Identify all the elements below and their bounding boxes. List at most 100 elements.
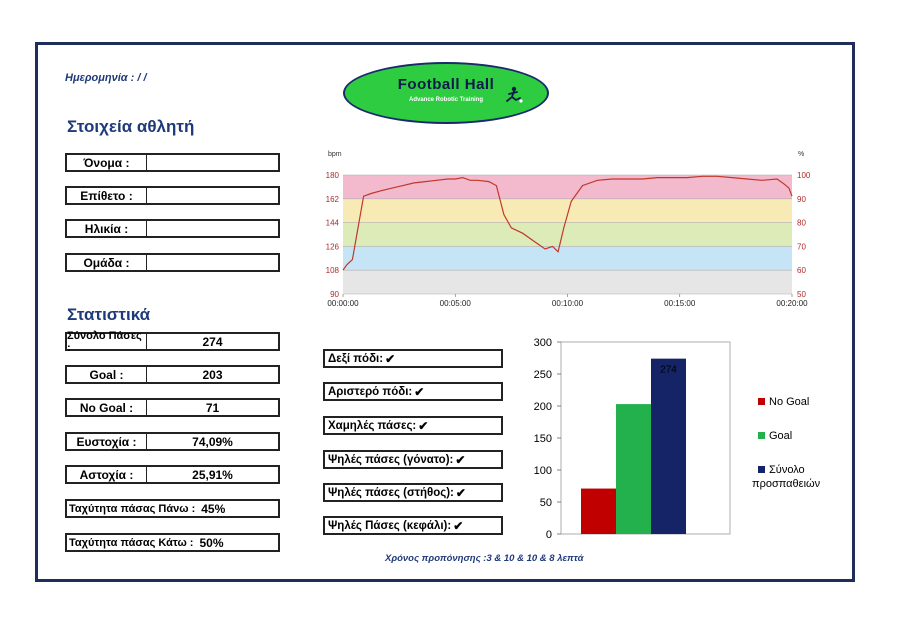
- bar-1: [616, 404, 651, 534]
- hr-x-tick-label: 00:00:00: [327, 299, 359, 308]
- field-value[interactable]: [147, 155, 278, 170]
- stat-value: 25,91%: [192, 467, 233, 482]
- stat-label: Ευστοχία :: [67, 434, 147, 449]
- skill-left-foot: Αριστερό πόδι: ✔: [323, 382, 503, 401]
- stats-section-title: Στατιστικά: [67, 305, 151, 324]
- skill-high-passes-chest: Ψηλές πάσες (στήθος): ✔: [323, 483, 503, 502]
- hr-x-tick-label: 00:05:00: [440, 299, 472, 308]
- bar-2: [651, 358, 686, 534]
- stat-pass-speed-down: Ταχύτητα πάσας Κάτω : 50%: [65, 533, 280, 552]
- legend-swatch: [758, 398, 765, 405]
- bar-y-tick-label: 100: [534, 465, 552, 477]
- stat-label: Goal :: [67, 367, 147, 382]
- stat-value: 203: [202, 367, 223, 382]
- hr-right-tick-label: 80: [797, 219, 806, 228]
- hr-left-axis-label: bpm: [328, 151, 342, 158]
- hr-zone-band: [343, 270, 792, 294]
- bar-y-tick-label: 250: [534, 369, 552, 381]
- hr-right-tick-label: 70: [797, 242, 806, 251]
- legend-label-line2: προσπαθειών: [752, 478, 821, 490]
- field-value[interactable]: [147, 255, 278, 270]
- football-hall-logo: Football Hall Advance Robotic Training: [343, 62, 549, 124]
- passes-bar-chart: 0 50 100 150 200 250 300 274 No Goal Goal Σύνολο πρ…: [534, 337, 821, 541]
- skill-label: Ψηλές πάσες (γόνατο):: [328, 453, 454, 466]
- hr-x-tick-label: 00:10:00: [552, 299, 584, 308]
- skill-label: Ψηλές Πάσες (κεφάλι):: [328, 519, 452, 532]
- check-icon: ✔: [455, 485, 466, 500]
- skill-label: Χαμηλές πάσες:: [328, 419, 417, 432]
- skill-high-passes-knee: Ψηλές πάσες (γόνατο): ✔: [323, 450, 503, 469]
- hr-zone-band: [343, 198, 792, 223]
- field-label: Επίθετο :: [67, 188, 147, 203]
- check-icon: ✔: [418, 418, 429, 433]
- logo-subtitle: Advance Robotic Training: [408, 97, 483, 103]
- bar-y-tick-label: 0: [546, 529, 552, 541]
- date-label: Ημερομηνία : / /: [65, 72, 147, 84]
- hr-left-tick-label: 162: [326, 195, 340, 204]
- field-label: Ηλικία :: [67, 221, 147, 236]
- stat-label: No Goal :: [67, 400, 147, 415]
- stat-goal: Goal : 203: [65, 365, 280, 384]
- field-value[interactable]: [147, 188, 278, 203]
- bar-y-tick-label: 300: [534, 337, 552, 349]
- athlete-age-field[interactable]: Ηλικία :: [65, 219, 280, 238]
- bar-y-tick-label: 150: [534, 433, 552, 445]
- skill-label: Ψηλές πάσες (στήθος):: [328, 486, 454, 499]
- athlete-name-field[interactable]: Όνομα :: [65, 153, 280, 172]
- field-value[interactable]: [147, 221, 278, 236]
- stat-label: Ταχύτητα πάσας Κάτω :: [69, 536, 194, 549]
- hr-series-line: [342, 175, 793, 271]
- hr-right-tick-label: 60: [797, 266, 806, 275]
- field-label: Ομάδα :: [67, 255, 147, 270]
- hr-right-axis-label: %: [798, 151, 804, 158]
- stat-accuracy: Ευστοχία : 74,09%: [65, 432, 280, 451]
- check-icon: ✔: [453, 518, 464, 533]
- stat-value: 71: [205, 400, 220, 415]
- skill-label: Δεξί πόδι:: [328, 352, 384, 365]
- check-icon: ✔: [385, 351, 396, 366]
- bar-0: [581, 488, 616, 534]
- skill-high-passes-head: Ψηλές Πάσες (κεφάλι): ✔: [323, 516, 503, 535]
- hr-zone-band: [343, 175, 792, 199]
- hr-left-tick-label: 108: [326, 266, 340, 275]
- legend-swatch: [758, 466, 765, 473]
- stat-miss-rate: Αστοχία : 25,91%: [65, 465, 280, 484]
- stat-value: 274: [202, 334, 223, 349]
- hr-x-tick-label: 00:20:00: [776, 299, 808, 308]
- skill-label: Αριστερό πόδι:: [328, 385, 413, 398]
- stat-total-passes: Σύνολο Πάσες : 274: [65, 330, 280, 354]
- legend-swatch: [758, 432, 765, 439]
- check-icon: ✔: [414, 384, 425, 399]
- stat-label: Ταχύτητα πάσας Πάνω :: [69, 502, 196, 515]
- hr-zone-band: [343, 246, 792, 271]
- hr-zone-band: [343, 222, 792, 247]
- hr-right-tick-label: 100: [797, 171, 811, 180]
- stat-label: Αστοχία :: [67, 467, 147, 482]
- hr-left-tick-label: 144: [326, 219, 340, 228]
- hr-left-tick-label: 90: [330, 290, 339, 299]
- athlete-team-field[interactable]: Ομάδα :: [65, 253, 280, 272]
- skill-low-passes: Χαμηλές πάσες: ✔: [323, 416, 503, 435]
- logo-title: Football Hall: [397, 76, 495, 93]
- hr-x-tick-label: 00:15:00: [664, 299, 696, 308]
- hr-left-tick-label: 180: [326, 171, 340, 180]
- skill-right-foot: Δεξί πόδι: ✔: [323, 349, 503, 368]
- training-time: Χρόνος προπόνησης :3 & 10 & 10 & 8 λεπτά: [385, 553, 584, 564]
- athlete-surname-field[interactable]: Επίθετο :: [65, 186, 280, 205]
- legend-label: Goal: [769, 430, 792, 442]
- stat-no-goal: No Goal : 71: [65, 398, 280, 417]
- player-kick-icon: [506, 86, 523, 103]
- stat-label: Σύνολο Πάσες :: [67, 330, 147, 354]
- legend-label: Σύνολο: [769, 464, 805, 476]
- stat-value: 45%: [201, 501, 226, 516]
- stat-value: 74,09%: [192, 434, 233, 449]
- check-icon: ✔: [455, 452, 466, 467]
- bar-data-label: 274: [660, 365, 677, 376]
- field-label: Όνομα :: [67, 155, 147, 170]
- stat-value: 50%: [199, 535, 224, 550]
- hr-left-tick-label: 126: [326, 242, 340, 251]
- legend-label: No Goal: [769, 396, 809, 408]
- bar-y-tick-label: 200: [534, 401, 552, 413]
- stat-pass-speed-up: Ταχύτητα πάσας Πάνω : 45%: [65, 499, 280, 518]
- athlete-section-title: Στοιχεία αθλητή: [67, 117, 195, 136]
